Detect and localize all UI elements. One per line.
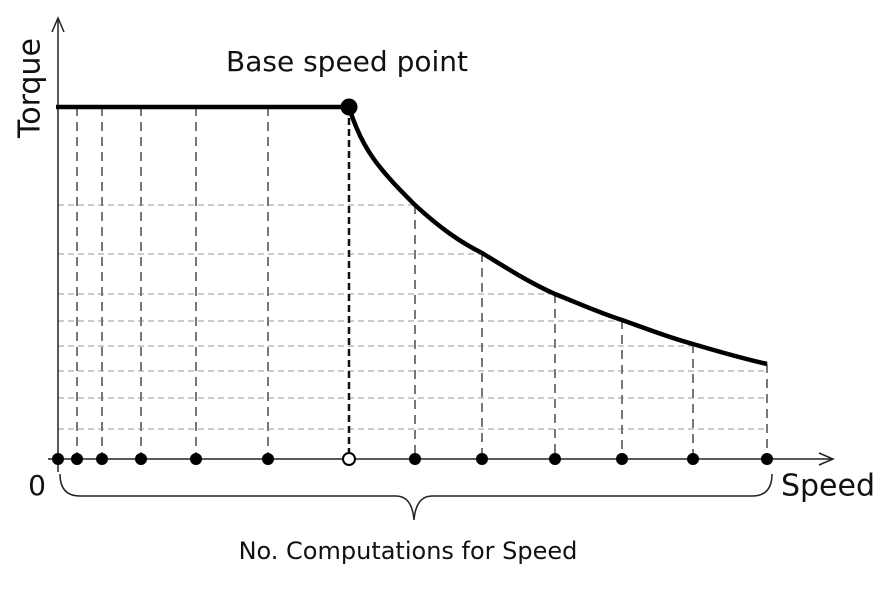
base-point: [340, 98, 358, 116]
torque-curve: [56, 104, 768, 367]
y-axis-label: Torque: [13, 38, 48, 139]
v-guides: [76, 107, 768, 459]
x-axis-label: Speed: [781, 469, 875, 504]
annotation: Base speed point: [226, 45, 468, 78]
axes: [48, 16, 835, 472]
origin-label: 0: [28, 469, 46, 502]
brace: [59, 473, 773, 521]
brace-label: No. Computations for Speed: [239, 537, 578, 565]
axis-dots: [52, 452, 773, 466]
h-guides: [58, 204, 767, 430]
